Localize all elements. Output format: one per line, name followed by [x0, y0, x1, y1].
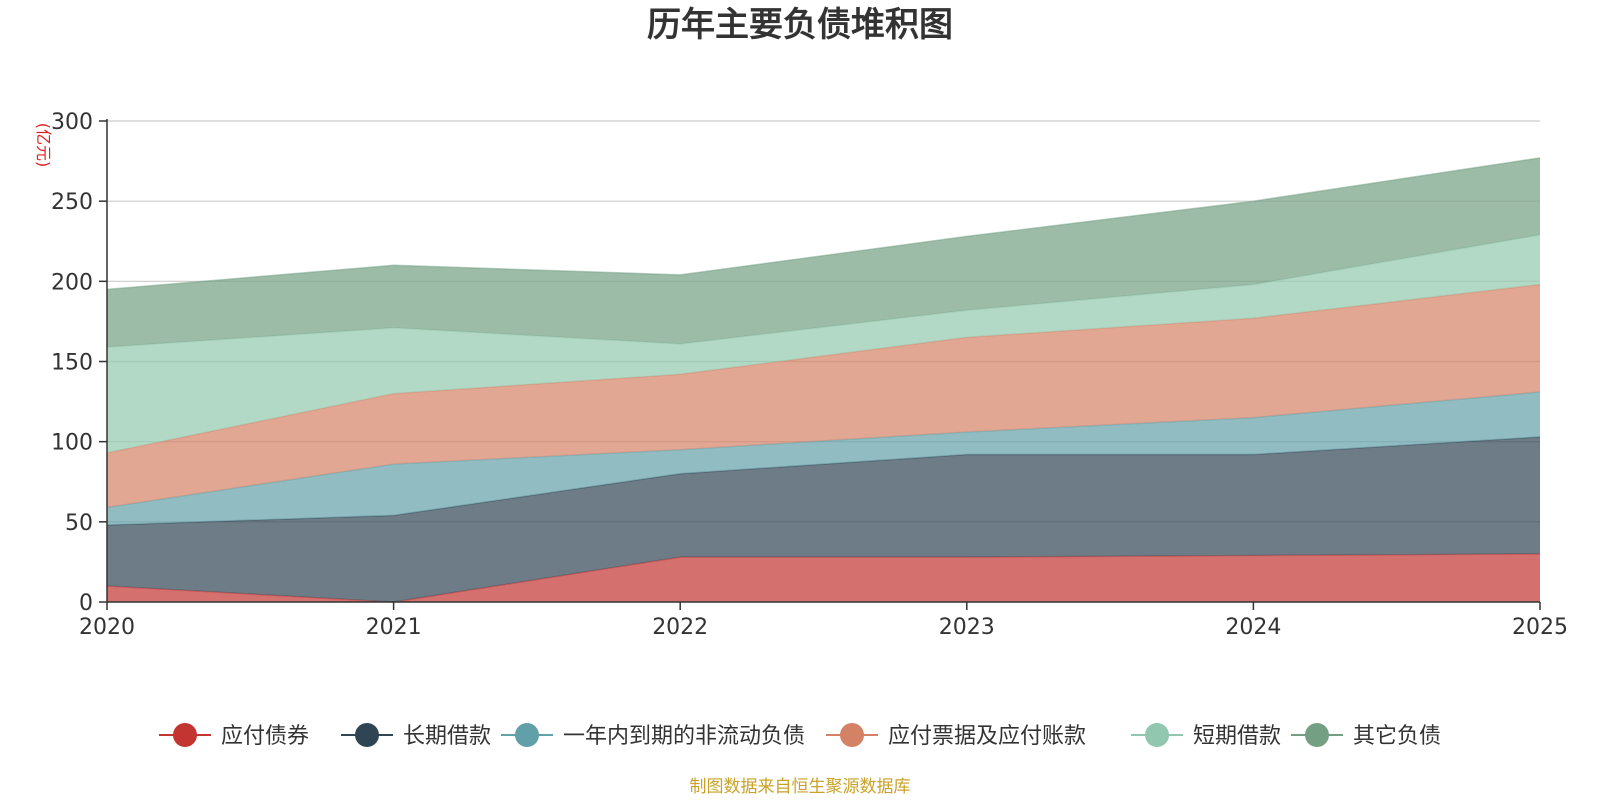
legend-item-5[interactable]: 其它负债	[1291, 723, 1441, 749]
legend-marker-icon	[173, 723, 197, 747]
y-tick-label: 100	[51, 431, 93, 456]
legend: 应付债券 长期借款 一年内到期的非流动负债 应付票据及应付账款 短期借款 其它负债	[159, 723, 1441, 749]
area-edge-series-5	[106, 157, 1541, 291]
y-tick-label: 200	[51, 270, 93, 295]
legend-item-1[interactable]: 长期借款	[341, 723, 491, 749]
legend-item-0[interactable]: 应付债券	[159, 723, 309, 749]
legend-marker-icon	[1145, 723, 1169, 747]
legend-label: 长期借款	[403, 724, 491, 749]
y-tick-label: 50	[65, 511, 93, 536]
legend-marker-icon	[840, 723, 864, 747]
legend-marker-icon	[1305, 723, 1329, 747]
area-series-group	[106, 157, 1541, 603]
area-series-1[interactable]	[107, 436, 1540, 602]
area-series-2[interactable]	[107, 392, 1540, 525]
chart-title: 历年主要负债堆积图	[647, 5, 953, 45]
x-tick-label: 2020	[79, 615, 135, 640]
y-tick-label: 0	[79, 591, 93, 616]
area-series-4[interactable]	[107, 234, 1540, 453]
x-tick-label: 2021	[366, 615, 422, 640]
legend-label: 应付债券	[221, 724, 309, 749]
y-tick-label: 250	[51, 190, 93, 215]
area-series-5[interactable]	[107, 157, 1540, 348]
legend-item-3[interactable]: 应付票据及应付账款	[826, 723, 1086, 749]
legend-label: 一年内到期的非流动负债	[563, 724, 805, 749]
legend-marker-icon	[515, 723, 539, 747]
legend-marker-icon	[355, 723, 379, 747]
legend-label: 其它负债	[1353, 724, 1441, 749]
legend-item-4[interactable]: 短期借款	[1131, 723, 1281, 749]
x-tick-label: 2022	[652, 615, 708, 640]
y-tick-label: 300	[51, 110, 93, 135]
x-tick-label: 2023	[939, 615, 995, 640]
data-source-note: 制图数据来自恒生聚源数据库	[690, 777, 911, 797]
x-tick-label: 2024	[1225, 615, 1281, 640]
legend-label: 应付票据及应付账款	[888, 724, 1086, 749]
area-series-0[interactable]	[107, 553, 1540, 602]
legend-item-2[interactable]: 一年内到期的非流动负债	[501, 723, 805, 749]
area-series-3[interactable]	[107, 284, 1540, 508]
y-tick-label: 150	[51, 351, 93, 376]
x-tick-label: 2025	[1512, 615, 1568, 640]
legend-label: 短期借款	[1193, 724, 1281, 749]
y-axis-unit-label: (亿元)	[34, 123, 53, 168]
axes: 0 50 100 150 200 250 300 2020 2021 2022 2023 2024 20…	[51, 110, 1568, 640]
